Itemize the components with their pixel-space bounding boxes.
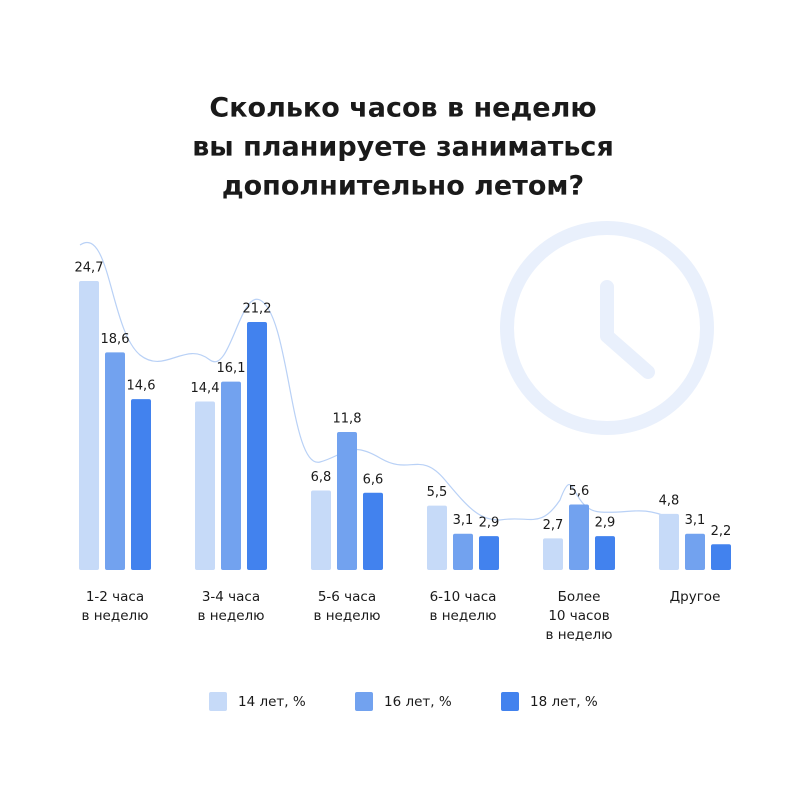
- bar: [711, 544, 731, 570]
- value-label: 2,7: [543, 518, 564, 533]
- value-label: 3,1: [685, 513, 706, 528]
- x-tick-label: в неделю: [545, 627, 612, 643]
- x-tick-label: 5-6 часа: [318, 589, 376, 605]
- value-label: 6,8: [311, 470, 332, 485]
- value-label: 4,8: [659, 493, 680, 508]
- bar: [595, 536, 615, 570]
- bar: [337, 431, 357, 570]
- bar: [543, 538, 563, 570]
- x-tick-label: 1-2 часа: [86, 589, 144, 605]
- x-tick-label: в неделю: [197, 608, 264, 624]
- bar: [247, 321, 267, 570]
- bar: [479, 536, 499, 570]
- value-label: 21,2: [243, 301, 272, 316]
- value-label: 3,1: [453, 513, 474, 528]
- x-tick-label: в неделю: [313, 608, 380, 624]
- legend-swatch: [501, 692, 519, 711]
- chart-title: дополнительно летом?: [222, 171, 584, 202]
- clock-icon: [500, 221, 714, 435]
- bar: [453, 533, 473, 570]
- x-tick-label: в неделю: [81, 608, 148, 624]
- legend-label: 16 лет, %: [384, 694, 452, 710]
- x-tick-label: 3-4 часа: [202, 589, 260, 605]
- value-label: 5,6: [569, 484, 590, 499]
- chart-title: вы планируете заниматься: [192, 132, 614, 163]
- bar: [569, 504, 589, 570]
- bar: [659, 513, 679, 570]
- bar: [363, 492, 383, 570]
- bar: [105, 352, 125, 570]
- value-label: 14,6: [127, 379, 156, 394]
- bar: [221, 381, 241, 570]
- value-label: 6,6: [363, 472, 384, 487]
- x-tick-label: в неделю: [429, 608, 496, 624]
- x-tick-label: Другое: [670, 589, 721, 605]
- bar: [131, 399, 151, 570]
- bar: [685, 533, 705, 570]
- x-tick-label: 10 часов: [548, 608, 609, 624]
- value-label: 5,5: [427, 485, 448, 500]
- value-label: 18,6: [101, 332, 130, 347]
- chart-title: Сколько часов в неделю: [209, 93, 596, 124]
- bar: [195, 401, 215, 570]
- x-tick-label: 6-10 часа: [430, 589, 497, 605]
- value-label: 16,1: [217, 361, 246, 376]
- value-label: 2,9: [595, 516, 616, 531]
- value-label: 2,9: [479, 516, 500, 531]
- bar: [427, 505, 447, 570]
- x-tick-label: Более: [558, 589, 601, 605]
- value-label: 2,2: [711, 524, 732, 539]
- value-label: 24,7: [75, 261, 104, 276]
- legend-swatch: [355, 692, 373, 711]
- legend-swatch: [209, 692, 227, 711]
- bar: [311, 490, 331, 570]
- value-label: 14,4: [191, 381, 220, 396]
- legend-label: 14 лет, %: [238, 694, 306, 710]
- bar: [79, 281, 99, 570]
- value-label: 11,8: [333, 411, 362, 426]
- legend-label: 18 лет, %: [530, 694, 598, 710]
